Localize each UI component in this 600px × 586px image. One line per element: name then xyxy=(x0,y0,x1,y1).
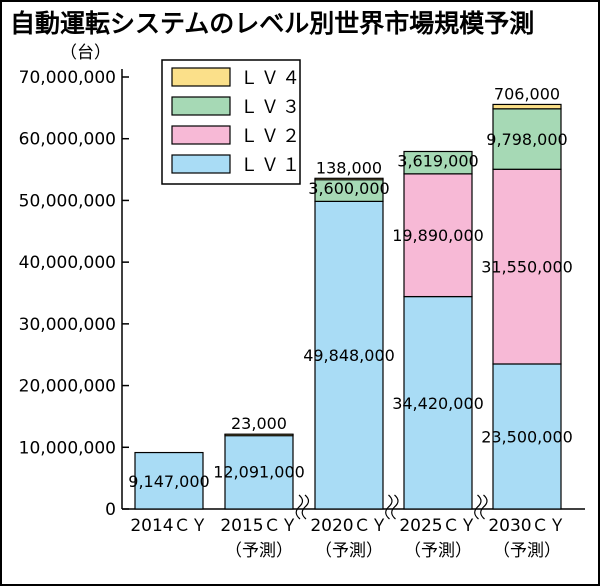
data-label: 138,000 xyxy=(316,158,382,177)
y-tick-label: 10,000,000 xyxy=(19,438,116,458)
data-label: 3,619,000 xyxy=(397,151,478,170)
y-tick-label: 50,000,000 xyxy=(19,191,116,211)
legend-label: ＬＶ４ xyxy=(240,68,303,89)
axis-break-mark xyxy=(391,494,399,520)
data-label: 706,000 xyxy=(494,84,560,103)
bar-segment-1 xyxy=(492,363,562,510)
legend-swatch xyxy=(171,154,231,174)
y-tick-label: 0 xyxy=(105,500,116,520)
y-tick-label: 70,000,000 xyxy=(19,68,116,88)
axis-break-marks xyxy=(295,494,488,520)
data-label: 23,000 xyxy=(231,414,287,433)
y-tick-label: 60,000,000 xyxy=(19,130,116,150)
axis-break-mark xyxy=(385,494,393,520)
bar-segment-4 xyxy=(314,177,384,181)
x-tick-sublabel: （予測） xyxy=(315,541,383,561)
x-tick-sublabel: （予測） xyxy=(404,541,472,561)
bar-segment-3 xyxy=(492,108,562,170)
bar-segment-4 xyxy=(224,433,294,437)
legend-swatch xyxy=(171,67,231,87)
legend-swatch xyxy=(171,96,231,116)
axis-break-mark xyxy=(301,494,310,520)
bar-segment-1 xyxy=(403,295,473,510)
data-label: 31,550,000 xyxy=(481,258,573,277)
legend-label: ＬＶ２ xyxy=(240,126,303,147)
axis-break-mark xyxy=(295,494,304,520)
data-label: 19,890,000 xyxy=(392,226,484,245)
bar-segment-4 xyxy=(492,103,562,110)
bar-segment-2 xyxy=(403,173,473,298)
bar-segment-1 xyxy=(134,451,204,510)
x-axis-labels: 2014ＣＹ 2015ＣＹ （予測） 2020ＣＹ （予測） 2025ＣＹ （予測） 2030… xyxy=(130,516,565,561)
x-tick-label: 2020ＣＹ xyxy=(310,516,387,536)
data-label: 3,600,000 xyxy=(308,179,389,198)
x-tick-label: 2014ＣＹ xyxy=(130,516,207,536)
axis-break-mark xyxy=(480,494,488,520)
data-label: 9,798,000 xyxy=(486,130,567,149)
data-label: 49,848,000 xyxy=(303,346,395,365)
axis-break-mark xyxy=(474,494,482,520)
y-tick-label: 20,000,000 xyxy=(19,377,116,397)
legend: ＬＶ４ ＬＶ３ ＬＶ２ ＬＶ１ xyxy=(161,59,303,185)
bar-segment-1 xyxy=(314,200,384,510)
legend-label: ＬＶ３ xyxy=(240,97,303,118)
x-tick-label: 2030ＣＹ xyxy=(488,516,565,536)
bar-segment-1 xyxy=(224,433,294,510)
data-label: 12,091,000 xyxy=(213,463,305,482)
bars: 9,147,000 12,091,000 23,000 49,848,000 3,600… xyxy=(128,84,573,510)
chart-title: 自動運転システムのレベル別世界市場規模予測 xyxy=(10,9,534,38)
x-tick-sublabel: （予測） xyxy=(225,541,293,561)
x-tick-label: 2025ＣＹ xyxy=(399,516,476,536)
data-label: 9,147,000 xyxy=(128,472,209,491)
y-tick-label: 30,000,000 xyxy=(19,315,116,335)
data-label: 34,420,000 xyxy=(392,394,484,413)
bar-segment-2 xyxy=(492,168,562,365)
x-tick-sublabel: （予測） xyxy=(493,541,561,561)
bar-segment-3 xyxy=(403,150,473,175)
x-tick-label: 2015ＣＹ xyxy=(220,516,297,536)
y-axis-unit-label: （台） xyxy=(60,43,111,63)
legend-label: ＬＶ１ xyxy=(240,155,303,176)
data-label: 23,500,000 xyxy=(481,427,573,446)
legend-swatch xyxy=(171,125,231,145)
y-tick-label: 40,000,000 xyxy=(19,253,116,273)
y-axis: 0 10,000,000 20,000,000 30,000,000 40,000,00… xyxy=(19,68,585,520)
